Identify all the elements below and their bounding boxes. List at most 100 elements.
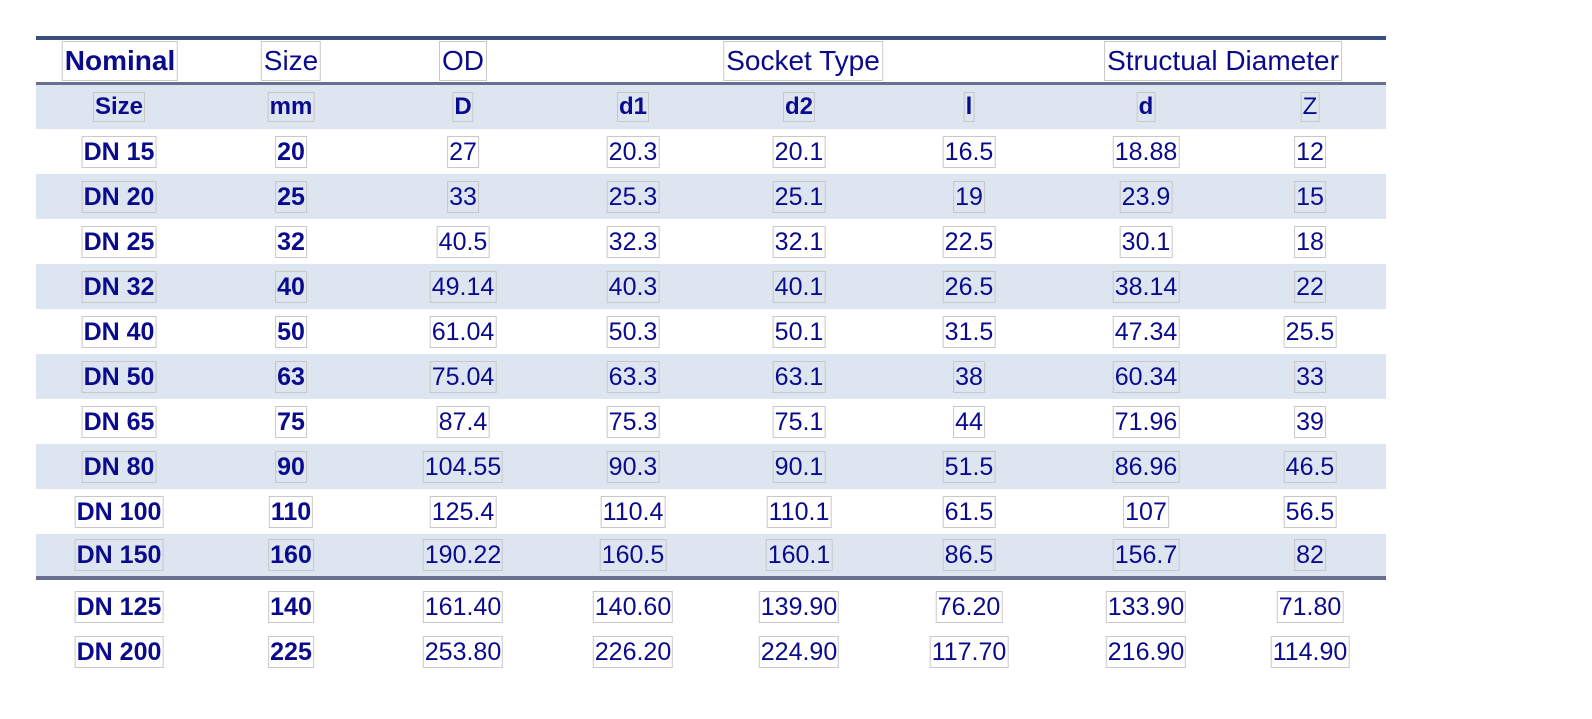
cell-l: 19 <box>953 180 985 213</box>
cell-Z: 15 <box>1294 180 1326 213</box>
cell-d: 107 <box>1123 495 1169 528</box>
table-top-rule <box>36 36 1386 40</box>
dimension-table: Nominal Size OD Socket Type Structual Di… <box>36 36 1386 674</box>
table-row: DN 150 160 190.22 160.5 160.1 86.5 156.7… <box>36 534 1386 580</box>
cell-d1: 90.3 <box>606 450 660 483</box>
header-structural-diameter: Structual Diameter <box>1104 40 1342 82</box>
cell-d1: 20.3 <box>606 135 660 168</box>
cell-l: 31.5 <box>942 315 996 348</box>
cell-size: DN 50 <box>81 360 157 393</box>
cell-d: 30.1 <box>1119 225 1173 258</box>
cell-mm: 32 <box>275 225 307 258</box>
cell-mm: 110 <box>268 495 314 528</box>
cell-d1: 32.3 <box>606 225 660 258</box>
table-row: DN 125 140 161.40 140.60 139.90 76.20 13… <box>36 584 1386 629</box>
cell-Z: 33 <box>1294 360 1326 393</box>
cell-d: 23.9 <box>1119 180 1173 213</box>
cell-l: 38 <box>953 360 985 393</box>
cell-D: 40.5 <box>436 225 490 258</box>
cell-l: 26.5 <box>942 270 996 303</box>
cell-size: DN 25 <box>81 225 157 258</box>
cell-mm: 40 <box>275 270 307 303</box>
cell-Z: 22 <box>1294 270 1326 303</box>
cell-d2: 25.1 <box>772 180 826 213</box>
cell-mm: 63 <box>275 360 307 393</box>
cell-l: 86.5 <box>942 539 996 571</box>
cell-D: 27 <box>447 135 479 168</box>
cell-d2: 110.1 <box>766 495 832 528</box>
cell-l: 16.5 <box>942 135 996 168</box>
table-row: DN 15 20 27 20.3 20.1 16.5 18.88 12 <box>36 129 1386 174</box>
cell-size: DN 20 <box>81 180 157 213</box>
cell-d: 18.88 <box>1112 135 1180 168</box>
cell-Z: 25.5 <box>1283 315 1337 348</box>
cell-l: 76.20 <box>935 590 1003 623</box>
subheader-D: D <box>452 85 474 129</box>
cell-d1: 75.3 <box>606 405 660 438</box>
header-od: OD <box>439 40 487 82</box>
cell-Z: 82 <box>1294 539 1326 571</box>
cell-d2: 224.90 <box>758 635 840 668</box>
cell-d2: 63.1 <box>772 360 826 393</box>
cell-l: 44 <box>953 405 985 438</box>
cell-d: 86.96 <box>1112 450 1180 483</box>
cell-l: 51.5 <box>942 450 996 483</box>
cell-d1: 160.5 <box>599 539 667 571</box>
cell-d: 133.90 <box>1105 590 1187 623</box>
cell-d2: 75.1 <box>772 405 826 438</box>
table-row: DN 200 225 253.80 226.20 224.90 117.70 2… <box>36 629 1386 674</box>
cell-Z: 114.90 <box>1270 635 1350 668</box>
table-row: DN 80 90 104.55 90.3 90.1 51.5 86.96 46.… <box>36 444 1386 489</box>
cell-Z: 18 <box>1294 225 1326 258</box>
table-row: DN 25 32 40.5 32.3 32.1 22.5 30.1 18 <box>36 219 1386 264</box>
cell-D: 75.04 <box>429 360 497 393</box>
cell-mm: 90 <box>275 450 307 483</box>
cell-mm: 160 <box>268 539 314 571</box>
cell-D: 161.40 <box>422 590 504 623</box>
table-row: DN 32 40 49.14 40.3 40.1 26.5 38.14 22 <box>36 264 1386 309</box>
cell-d1: 226.20 <box>592 635 674 668</box>
cell-l: 61.5 <box>942 495 996 528</box>
cell-l: 22.5 <box>942 225 996 258</box>
cell-d1: 140.60 <box>592 590 674 623</box>
cell-size: DN 150 <box>74 539 164 571</box>
cell-d: 71.96 <box>1112 405 1180 438</box>
cell-Z: 46.5 <box>1283 450 1337 483</box>
cell-Z: 71.80 <box>1276 590 1344 623</box>
table-row: DN 65 75 87.4 75.3 75.1 44 71.96 39 <box>36 399 1386 444</box>
header-row-1: Nominal Size OD Socket Type Structual Di… <box>36 40 1386 82</box>
cell-D: 104.55 <box>422 450 504 483</box>
cell-mm: 25 <box>275 180 307 213</box>
header-row-2: Size mm D d1 d2 l d Z <box>36 82 1386 129</box>
cell-d1: 50.3 <box>606 315 660 348</box>
cell-size: DN 32 <box>81 270 157 303</box>
cell-mm: 225 <box>268 635 314 668</box>
cell-D: 87.4 <box>436 405 490 438</box>
cell-d2: 90.1 <box>772 450 826 483</box>
cell-mm: 50 <box>275 315 307 348</box>
table-row: DN 100 110 125.4 110.4 110.1 61.5 107 56… <box>36 489 1386 534</box>
cell-d2: 20.1 <box>772 135 826 168</box>
table-row: DN 20 25 33 25.3 25.1 19 23.9 15 <box>36 174 1386 219</box>
subheader-size: Size <box>92 85 146 129</box>
header-size: Size <box>260 40 322 82</box>
cell-d1: 25.3 <box>606 180 660 213</box>
cell-d2: 160.1 <box>765 539 833 571</box>
cell-mm: 75 <box>275 405 307 438</box>
cell-d: 60.34 <box>1112 360 1180 393</box>
header-socket-type: Socket Type <box>723 40 883 82</box>
cell-d2: 139.90 <box>758 590 840 623</box>
cell-d1: 110.4 <box>600 495 666 528</box>
cell-Z: 39 <box>1294 405 1326 438</box>
cell-d: 156.7 <box>1112 539 1180 571</box>
cell-d2: 32.1 <box>772 225 826 258</box>
subheader-d1: d1 <box>616 85 650 129</box>
cell-d: 47.34 <box>1112 315 1180 348</box>
cell-d2: 50.1 <box>772 315 826 348</box>
cell-size: DN 80 <box>81 450 157 483</box>
cell-size: DN 40 <box>81 315 157 348</box>
cell-d: 216.90 <box>1105 635 1187 668</box>
subheader-d2: d2 <box>782 85 816 129</box>
subheader-d: d <box>1136 85 1156 129</box>
cell-d: 38.14 <box>1112 270 1180 303</box>
